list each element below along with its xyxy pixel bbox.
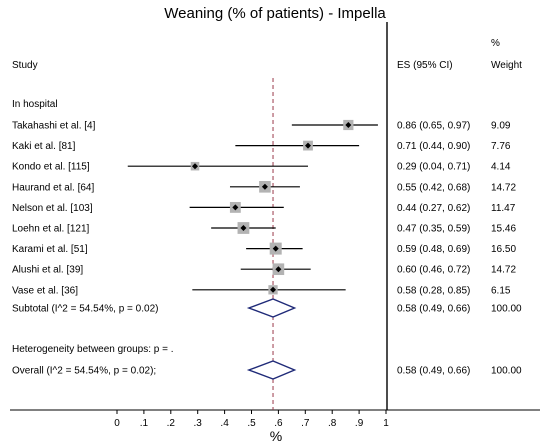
weight-value: 7.76: [491, 141, 511, 152]
header-study: Study: [12, 60, 38, 71]
overall: Overall (I^2 = 54.54%, p = 0.02); 0.58 (0…: [12, 360, 522, 380]
subtotal: Subtotal (I^2 = 54.54%, p = 0.02) 0.58 (0…: [12, 298, 522, 318]
study-name: Alushi et al. [39]: [12, 265, 83, 276]
point-estimate: [304, 142, 311, 149]
study-row: Kondo et al. [115] 0.29 (0.04, 0.71) 4.14: [12, 162, 511, 173]
point-estimate: [240, 225, 247, 231]
x-tick-label: 0: [114, 418, 120, 429]
point-estimate: [261, 183, 268, 190]
study-name: Karami et al. [51]: [12, 244, 88, 255]
subtotal-es-value: 0.58 (0.49, 0.66): [397, 304, 470, 315]
study-row: Kaki et al. [81] 0.71 (0.44, 0.90) 7.76: [12, 140, 511, 152]
weight-value: 15.46: [491, 224, 516, 235]
x-tick-label: .3: [194, 418, 203, 429]
study-name: Takahashi et al. [4]: [12, 121, 96, 132]
x-tick-label: .6: [274, 418, 283, 429]
subtotal-diamond: [246, 298, 297, 318]
x-tick-label: .5: [247, 418, 256, 429]
point-estimate: [345, 122, 352, 128]
study-row: Karami et al. [51] 0.59 (0.48, 0.69) 16.50: [12, 242, 516, 255]
point-estimate: [232, 204, 239, 211]
study-row: Takahashi et al. [4] 0.86 (0.65, 0.97) 9.0…: [12, 119, 511, 132]
study-row: Alushi et al. [39] 0.60 (0.46, 0.72) 14.72: [12, 263, 516, 276]
es-value: 0.44 (0.27, 0.62): [397, 203, 470, 214]
x-tick-label: .8: [328, 418, 337, 429]
study-name: Nelson et al. [103]: [12, 203, 93, 214]
study-row: Haurand et al. [64] 0.55 (0.42, 0.68) 14.7…: [12, 180, 516, 193]
x-tick-label: .2: [167, 418, 176, 429]
group-label: In hospital: [12, 99, 58, 110]
es-value: 0.60 (0.46, 0.72): [397, 265, 470, 276]
es-value: 0.59 (0.48, 0.69): [397, 244, 470, 255]
overall-es-value: 0.58 (0.49, 0.66): [397, 366, 470, 377]
study-name: Haurand et al. [64]: [12, 182, 94, 193]
weight-value: 14.72: [491, 265, 516, 276]
weight-value: 11.47: [491, 203, 516, 214]
point-estimate: [272, 245, 279, 252]
subtotal-label: Subtotal (I^2 = 54.54%, p = 0.02): [12, 304, 158, 315]
heterogeneity-text: Heterogeneity between groups: p = .: [12, 344, 174, 355]
es-value: 0.55 (0.42, 0.68): [397, 182, 470, 193]
x-tick-label: .4: [220, 418, 229, 429]
x-tick-label: .7: [301, 418, 310, 429]
es-value: 0.71 (0.44, 0.90): [397, 141, 470, 152]
x-tick-label: 1: [383, 418, 389, 429]
overall-label: Overall (I^2 = 54.54%, p = 0.02);: [12, 366, 156, 377]
study-row: Loehn et al. [121] 0.47 (0.35, 0.59) 15.46: [12, 222, 516, 235]
study-name: Vase et al. [36]: [12, 285, 78, 296]
study-row: Nelson et al. [103] 0.44 (0.27, 0.62) 11.4…: [12, 201, 516, 214]
weight-value: 16.50: [491, 244, 516, 255]
study-name: Kaki et al. [81]: [12, 141, 76, 152]
point-estimate: [275, 266, 282, 273]
es-value: 0.86 (0.65, 0.97): [397, 121, 470, 132]
chart-title: Weaning (% of patients) - Impella: [164, 5, 386, 22]
overall-diamond: [246, 360, 297, 380]
point-estimate: [270, 286, 277, 293]
es-value: 0.58 (0.28, 0.85): [397, 285, 470, 296]
header-weight: Weight: [491, 60, 522, 71]
weight-value: 6.15: [491, 285, 511, 296]
weight-value: 9.09: [491, 121, 511, 132]
weight-value: 14.72: [491, 182, 516, 193]
study-row: Vase et al. [36] 0.58 (0.28, 0.85) 6.15: [12, 285, 511, 296]
point-estimate: [192, 163, 199, 170]
es-value: 0.29 (0.04, 0.71): [397, 162, 470, 173]
overall-weight: 100.00: [491, 366, 522, 377]
subtotal-weight: 100.00: [491, 304, 522, 315]
x-tick-label: .1: [140, 418, 149, 429]
study-name: Loehn et al. [121]: [12, 224, 90, 235]
es-value: 0.47 (0.35, 0.59): [397, 224, 470, 235]
x-tick-label: .9: [355, 418, 364, 429]
header-es: ES (95% CI): [397, 60, 453, 71]
header-weight-percent: %: [491, 38, 500, 49]
x-axis-label: %: [270, 428, 282, 444]
weight-value: 4.14: [491, 162, 511, 173]
study-name: Kondo et al. [115]: [12, 162, 90, 173]
